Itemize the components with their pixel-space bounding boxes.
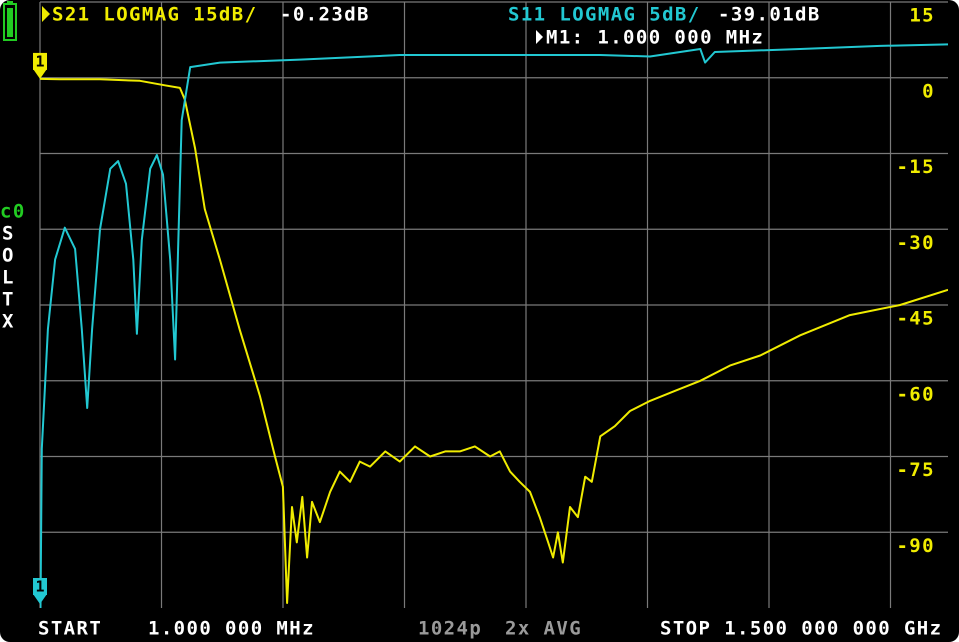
marker-indicator <box>536 30 543 44</box>
cal-flag: L <box>2 267 15 289</box>
marker-number: 1 <box>35 578 44 596</box>
active-trace-indicator <box>42 6 50 22</box>
marker-box <box>33 578 47 595</box>
traces <box>40 43 948 608</box>
trace <box>40 43 948 608</box>
s11-reading: -39.01dB <box>718 4 821 26</box>
cal-flag: S <box>2 223 15 245</box>
stop-frequency: STOP 1.500 000 000 GHz <box>660 618 942 640</box>
y-tick-label: -90 <box>896 535 935 557</box>
start-label: START <box>38 618 102 640</box>
trace <box>40 77 948 604</box>
battery-icon <box>3 1 17 41</box>
y-tick-label: -60 <box>896 383 935 405</box>
s21-reading: -0.23dB <box>280 4 370 26</box>
cal-flag: O <box>2 245 15 267</box>
y-tick-label: 0 <box>922 80 935 102</box>
marker-triangle <box>33 594 47 604</box>
y-tick-label: -45 <box>896 308 935 330</box>
y-tick-label: -15 <box>896 156 935 178</box>
grid <box>39 1 948 608</box>
y-tick-label: -75 <box>896 459 935 481</box>
points-count: 1024p <box>418 618 482 640</box>
start-frequency: 1.000 000 MHz <box>148 618 315 640</box>
s21-label: S21 LOGMAG 15dB/ <box>52 4 257 26</box>
averaging: 2x AVG <box>505 618 582 640</box>
marker-number: 1 <box>35 52 44 70</box>
cal-flag: X <box>2 311 15 333</box>
channel-label: c0 <box>0 201 26 223</box>
marker-box <box>33 52 47 70</box>
s11-label: S11 LOGMAG 5dB/ <box>508 4 701 26</box>
markers: 11 <box>33 52 47 604</box>
cal-flag: T <box>2 289 15 311</box>
y-tick-label: -30 <box>896 232 935 254</box>
marker-readout: M1: 1.000 000 MHz <box>546 27 764 49</box>
y-tick-label: 15 <box>909 5 935 27</box>
marker-triangle <box>33 68 47 79</box>
